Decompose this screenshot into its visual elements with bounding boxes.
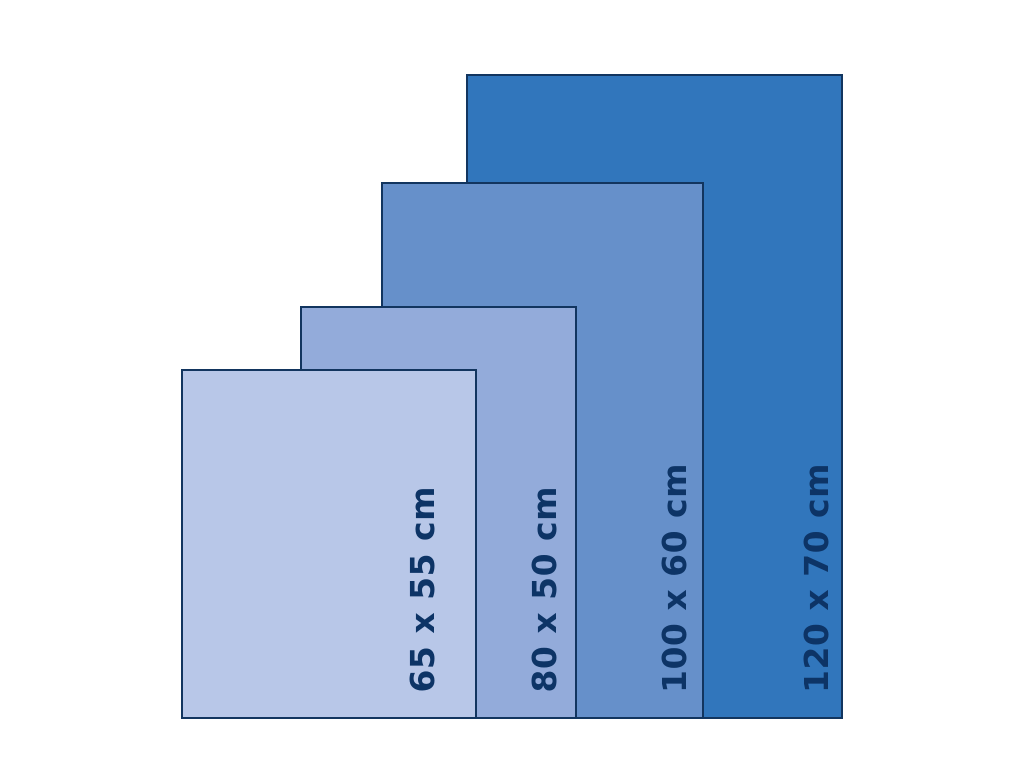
size-label-100x60: 100 x 60 cm (655, 462, 694, 693)
size-label-65x55: 65 x 55 cm (403, 486, 442, 693)
size-rect-65x55 (181, 369, 477, 719)
size-label-120x70: 120 x 70 cm (797, 462, 836, 693)
size-label-80x50: 80 x 50 cm (525, 486, 564, 693)
